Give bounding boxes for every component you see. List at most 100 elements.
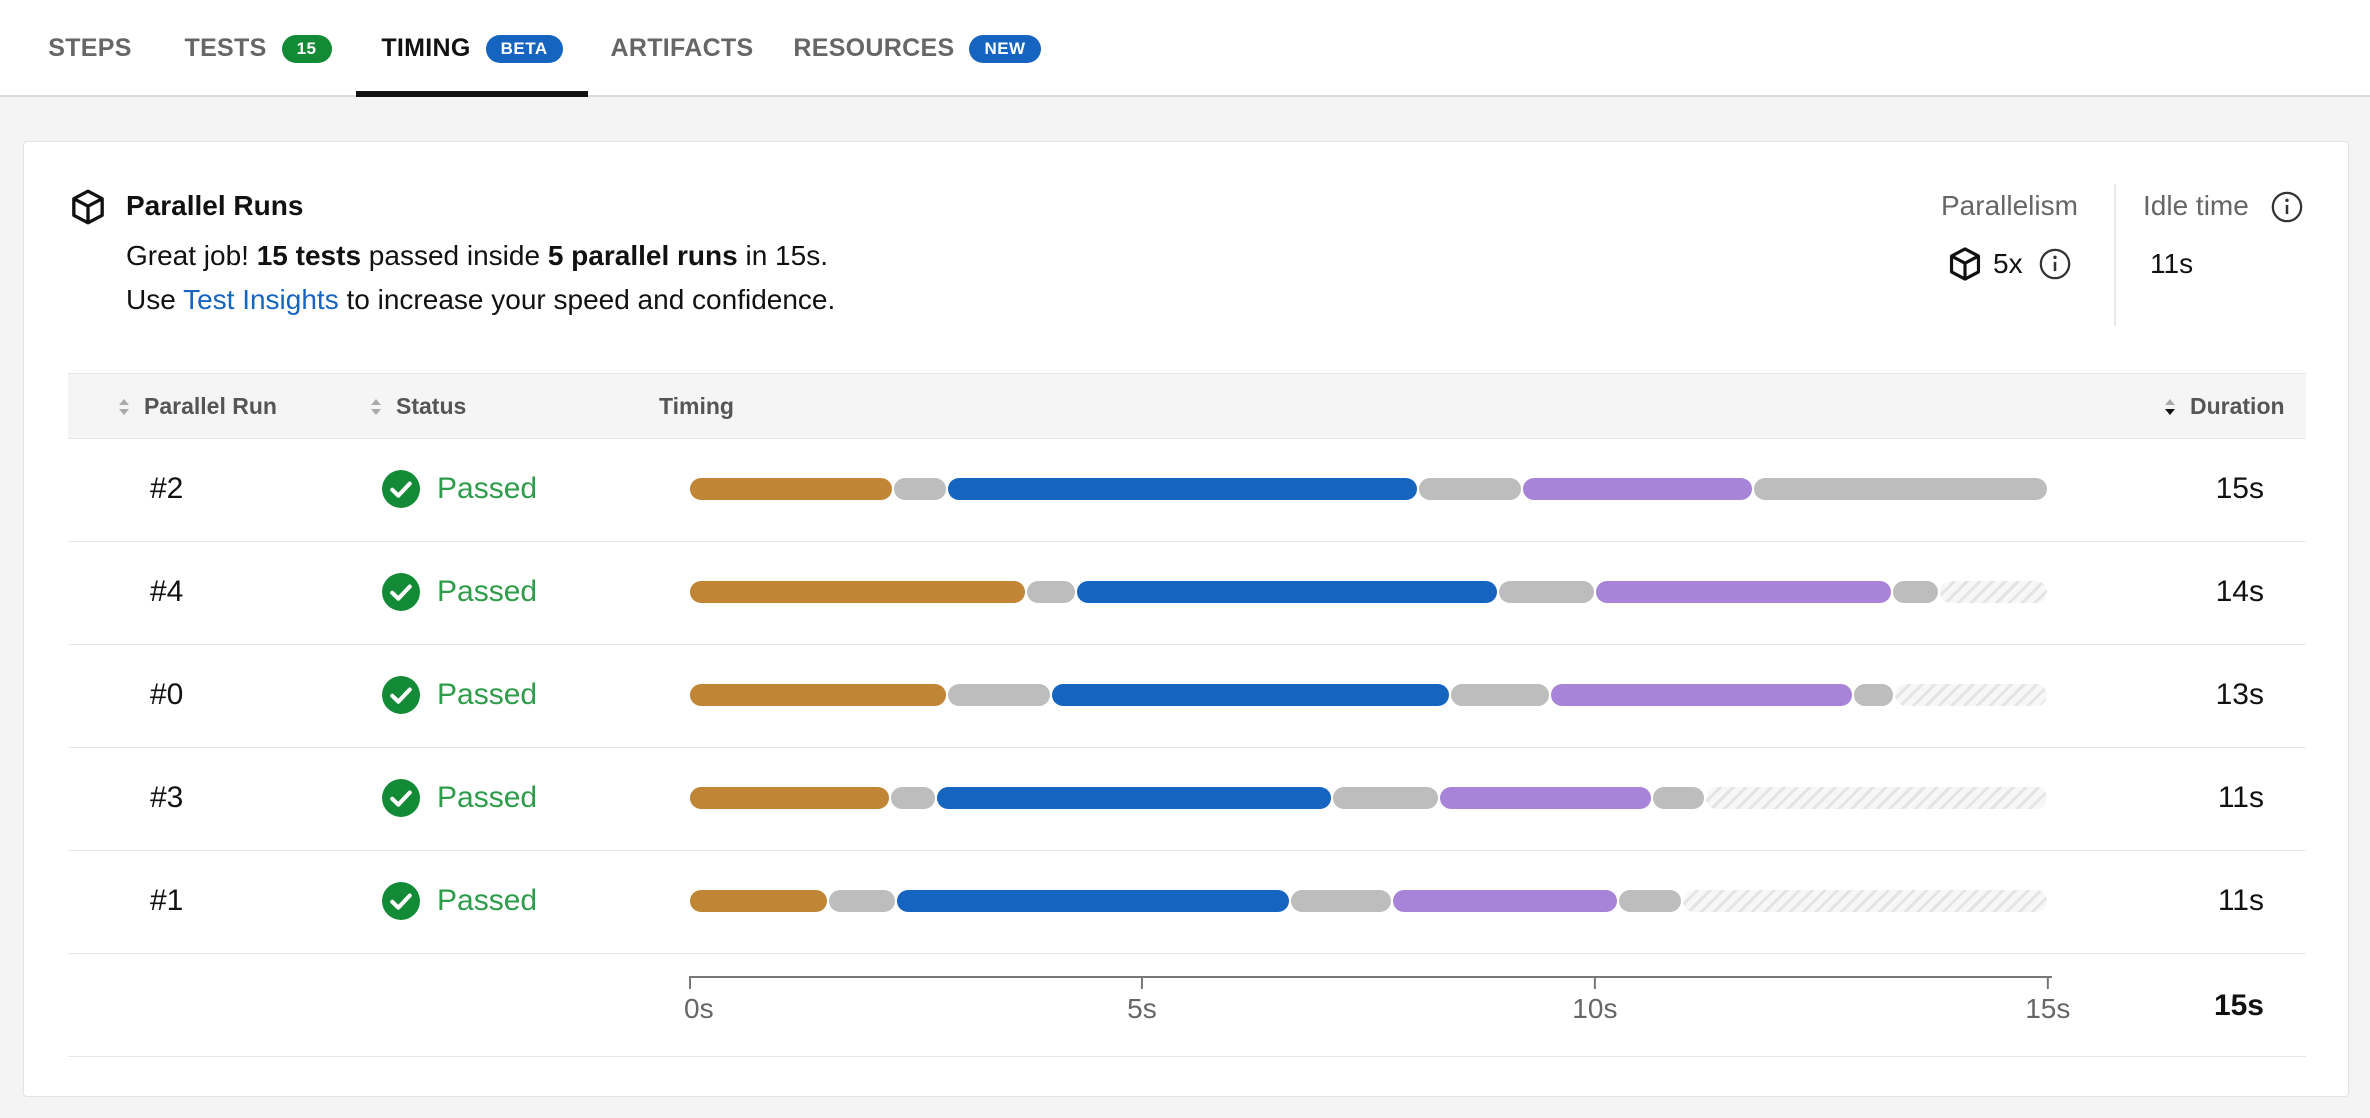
tab-timing[interactable]: TIMING BETA xyxy=(356,0,588,97)
timing-segment-tests[interactable] xyxy=(1052,684,1449,706)
status-text: Passed xyxy=(437,884,538,917)
timing-segment-idle[interactable] xyxy=(1450,684,1549,706)
tab-steps[interactable]: STEPS xyxy=(18,0,162,97)
duration-value: 15s xyxy=(2215,472,2264,505)
sort-parallel-run[interactable]: Parallel Run xyxy=(116,393,277,420)
column-header-timing-label: Timing xyxy=(659,393,734,419)
summary-text-part: Use xyxy=(126,284,184,315)
table-row[interactable]: #0 Passed 13s xyxy=(68,645,2306,748)
timing-segment-setup[interactable] xyxy=(690,684,947,706)
timing-segment-idle[interactable] xyxy=(828,890,895,912)
timing-segment-teardown[interactable] xyxy=(1523,478,1753,500)
timing-segment-idle[interactable] xyxy=(948,684,1051,706)
timing-segment-teardown[interactable] xyxy=(1440,787,1651,809)
timing-segment-tests[interactable] xyxy=(937,787,1332,809)
check-circle-icon xyxy=(382,470,420,508)
column-header-status: Status xyxy=(396,393,467,419)
axis-tick-label: 5s xyxy=(1127,993,1157,1024)
idle-time-label: Idle time xyxy=(2143,190,2249,221)
table-row[interactable]: #4 Passed 14s xyxy=(68,542,2306,645)
status-cell: Passed xyxy=(382,882,537,920)
cube-icon xyxy=(1949,247,1981,281)
run-id: #1 xyxy=(150,884,184,917)
timeline-axis: 0s 5s 10s 15s xyxy=(684,976,2070,1024)
tab-tests[interactable]: TESTS 15 xyxy=(168,0,348,97)
timing-bar xyxy=(689,684,2075,708)
table-header: Parallel Run Status Timing Duration xyxy=(68,373,2306,439)
status-cell: Passed xyxy=(382,573,537,611)
timing-segment-idle[interactable] xyxy=(893,478,947,500)
summary-text-part: in 15s. xyxy=(737,240,828,271)
timing-segment-setup[interactable] xyxy=(690,478,892,500)
table-row[interactable]: #3 Passed 11s xyxy=(68,748,2306,851)
timeline-axis-row: 0s 5s 10s 15s 15s xyxy=(68,954,2306,1057)
tests-count-text: 15 tests xyxy=(256,240,362,271)
idle-time-value: 11s xyxy=(2150,248,2194,279)
column-header-timing: Timing xyxy=(659,393,734,420)
run-id: #0 xyxy=(150,678,184,711)
duration-value: 11s xyxy=(2217,781,2264,814)
info-icon[interactable] xyxy=(2038,247,2072,281)
axis-tick-label: 0s xyxy=(684,993,714,1024)
timing-segment-idle[interactable] xyxy=(1290,890,1391,912)
timing-segment-idle[interactable] xyxy=(1333,787,1439,809)
tab-label: TIMING xyxy=(381,34,471,62)
beta-badge: BETA xyxy=(485,34,563,63)
table-row[interactable]: #1 Passed 11s xyxy=(68,851,2306,954)
status-text: Passed xyxy=(437,472,538,505)
status-cell: Passed xyxy=(382,676,537,714)
timing-segment-idle[interactable] xyxy=(891,787,936,809)
check-circle-icon xyxy=(382,573,420,611)
timing-segment-teardown[interactable] xyxy=(1595,581,1891,603)
total-duration: 15s xyxy=(2213,989,2264,1022)
timing-segment-idle[interactable] xyxy=(1652,787,1705,809)
runs-count-text: 5 parallel runs xyxy=(547,240,738,271)
summary-text-part: Great job! xyxy=(126,240,257,271)
summary-text-part: to increase your speed and confidence. xyxy=(338,284,836,315)
status-cell: Passed xyxy=(382,470,537,508)
timing-bar xyxy=(689,581,2075,605)
timing-segment-idle[interactable] xyxy=(1498,581,1594,603)
tab-label: ARTIFACTS xyxy=(610,34,754,62)
run-id: #3 xyxy=(150,781,184,814)
timing-segment-setup[interactable] xyxy=(690,581,1025,603)
timing-segment-empty xyxy=(1682,890,2047,912)
parallel-runs-card: Parallel Runs Great job! 15 tests passed… xyxy=(23,141,2349,1097)
timing-segment-setup[interactable] xyxy=(690,787,890,809)
tab-resources[interactable]: RESOURCES NEW xyxy=(784,0,1050,97)
test-insights-link[interactable]: Test Insights xyxy=(183,284,339,315)
sort-duration[interactable]: Duration xyxy=(2162,393,2285,420)
sort-icon xyxy=(119,398,129,415)
timing-segment-idle[interactable] xyxy=(1026,581,1075,603)
timing-segment-tests[interactable] xyxy=(948,478,1418,500)
duration-value: 11s xyxy=(2217,884,2264,917)
timing-segment-idle[interactable] xyxy=(1754,478,2047,500)
tab-label: RESOURCES xyxy=(793,34,955,62)
parallelism-value: 5x xyxy=(1993,248,2023,279)
summary-text-part: passed inside xyxy=(361,240,548,271)
timing-segment-idle[interactable] xyxy=(1893,581,1939,603)
summary-hint: Use Test Insights to increase your speed… xyxy=(126,284,835,316)
tab-artifacts[interactable]: ARTIFACTS xyxy=(596,0,768,97)
timing-segment-idle[interactable] xyxy=(1854,684,1893,706)
column-header-duration: Duration xyxy=(2190,393,2285,419)
timing-segment-empty xyxy=(1706,787,2047,809)
axis-tick-label: 15s xyxy=(2025,993,2070,1024)
timing-bar xyxy=(689,478,2075,502)
summary-title: Parallel Runs xyxy=(126,190,304,221)
status-text: Passed xyxy=(437,781,538,814)
timing-segment-setup[interactable] xyxy=(690,890,827,912)
info-icon[interactable] xyxy=(2270,190,2304,224)
duration-value: 13s xyxy=(2215,678,2264,711)
timing-segment-teardown[interactable] xyxy=(1550,684,1853,706)
sort-status[interactable]: Status xyxy=(368,393,466,420)
timing-segment-idle[interactable] xyxy=(1619,890,1681,912)
table-row[interactable]: #2 Passed 15s xyxy=(68,439,2306,542)
timing-segment-teardown[interactable] xyxy=(1392,890,1618,912)
timing-segment-idle[interactable] xyxy=(1419,478,1522,500)
status-cell: Passed xyxy=(382,779,537,817)
summary-text: Great job! 15 tests passed inside 5 para… xyxy=(126,240,828,272)
timing-segment-tests[interactable] xyxy=(896,890,1289,912)
status-text: Passed xyxy=(437,575,538,608)
timing-segment-tests[interactable] xyxy=(1076,581,1497,603)
